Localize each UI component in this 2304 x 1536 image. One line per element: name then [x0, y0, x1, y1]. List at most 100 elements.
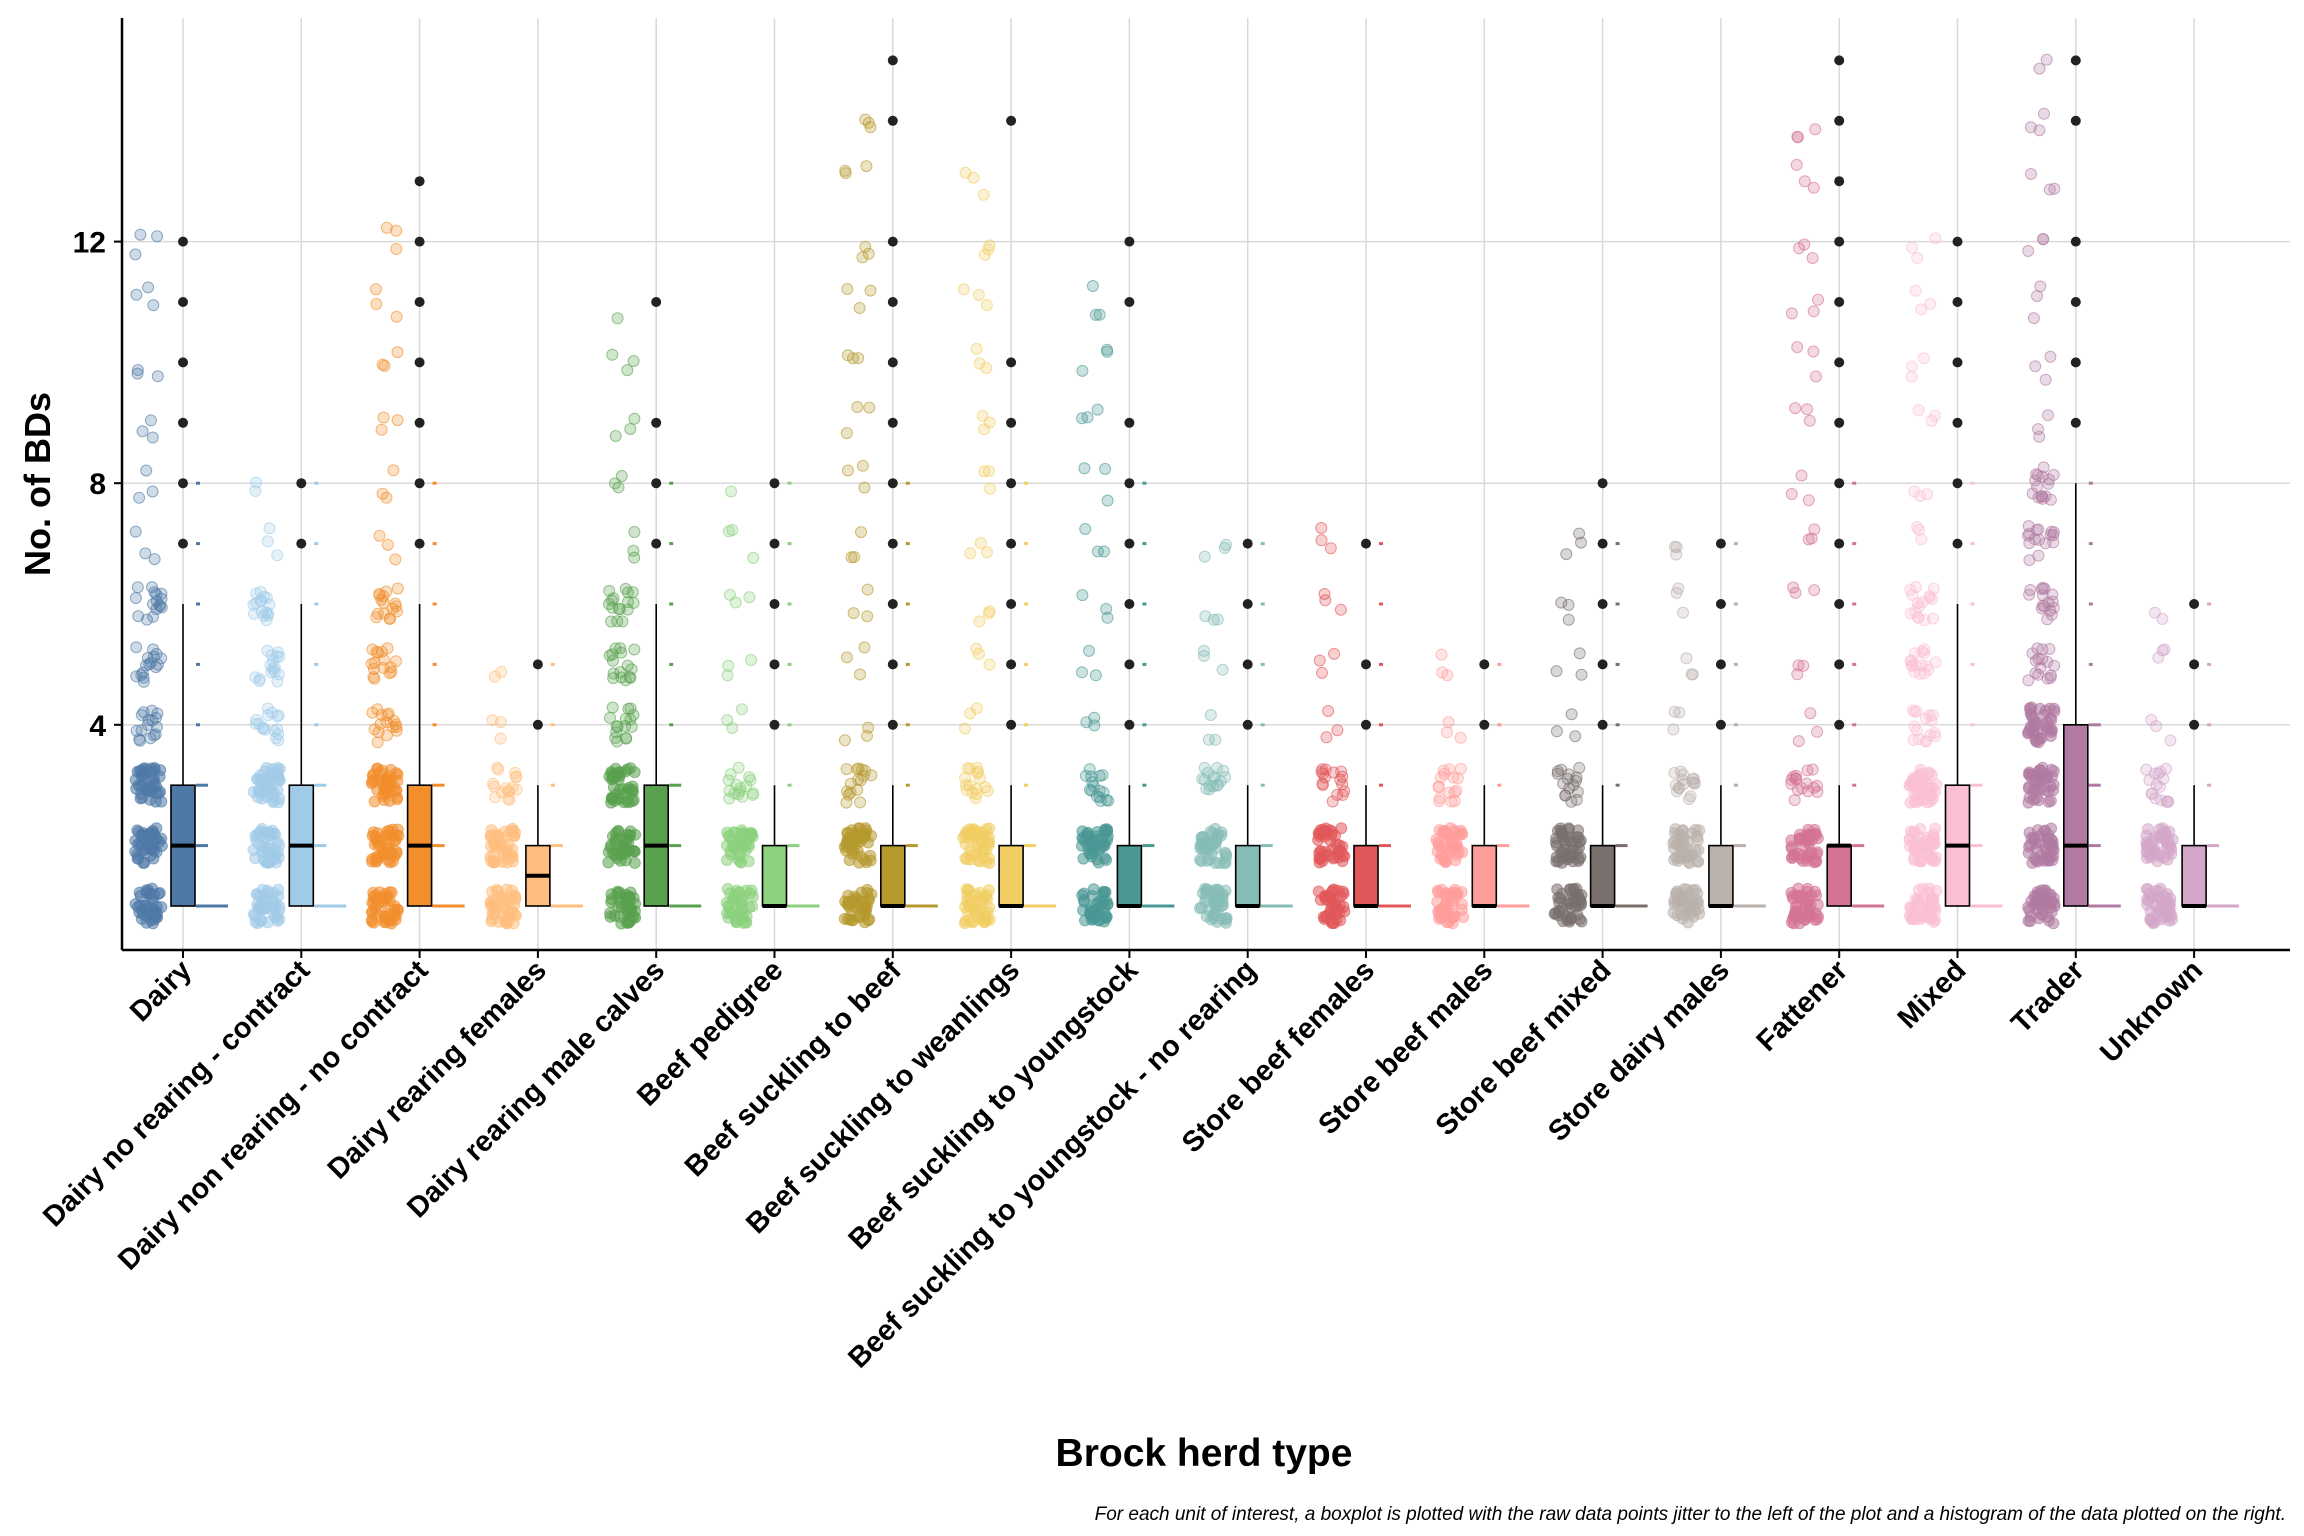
histogram-bar [432, 481, 437, 485]
jitter-point [2145, 787, 2158, 800]
jitter-point [862, 247, 875, 260]
histogram-bar [1852, 602, 1857, 606]
histogram-bar [1615, 723, 1620, 727]
jitter-point [389, 553, 402, 566]
jitter-point [390, 310, 403, 323]
outlier-point [178, 236, 188, 247]
histogram-bar [2088, 602, 2093, 606]
jitter-point [253, 675, 266, 687]
jitter-point [134, 228, 147, 241]
jitter-point [736, 892, 749, 905]
jitter-group [720, 485, 760, 929]
histogram-bar [1497, 723, 1502, 727]
histogram-bar [1852, 662, 1857, 666]
jitter-point [982, 607, 995, 620]
jitter-point [863, 401, 876, 414]
box-iqr [1708, 844, 1734, 907]
jitter-point [377, 590, 390, 603]
box-iqr [1234, 844, 1261, 907]
outlier-point [414, 538, 425, 549]
jitter-point [725, 485, 738, 498]
jitter-point [1316, 763, 1329, 776]
jitter-point [973, 357, 986, 370]
jitter-point [255, 594, 268, 607]
jitter-point [2045, 669, 2057, 682]
jitter-point [747, 551, 760, 564]
jitter-point [1808, 584, 1821, 597]
jitter-point [619, 582, 632, 595]
jitter-point [149, 832, 162, 845]
histogram-bar [1497, 844, 1510, 848]
jitter-point [611, 735, 624, 748]
outlier-point [1242, 599, 1253, 609]
outlier-point [1834, 417, 1845, 428]
jitter-points [129, 53, 2179, 930]
histogram-bar [314, 542, 319, 546]
jitter-point [1918, 614, 1931, 627]
outlier-point [1242, 538, 1253, 549]
jitter-point [732, 761, 745, 774]
jitter-point [841, 464, 854, 477]
histogram-bar [669, 723, 674, 727]
histogram-bar [2088, 662, 2093, 666]
outlier-point [1597, 538, 1608, 549]
box-iqr [879, 844, 906, 907]
jitter-point [2042, 409, 2054, 422]
jitter-point [2028, 720, 2041, 732]
jitter-point [1906, 241, 1918, 254]
jitter-point [1808, 523, 1821, 536]
histogram-bar [1970, 904, 2003, 908]
jitter-point [2038, 107, 2050, 120]
jitter-point [1333, 839, 1346, 852]
jitter-point [1099, 462, 1112, 475]
jitter-point [1801, 764, 1814, 777]
jitter-point [1809, 370, 1822, 383]
jitter-point [722, 659, 735, 672]
jitter-point [1328, 647, 1341, 660]
histogram-bar [2207, 723, 2212, 727]
jitter-point [498, 825, 511, 838]
jitter-point [265, 649, 278, 662]
jitter-point [377, 596, 390, 609]
jitter-point [132, 838, 145, 851]
jitter-point [134, 792, 147, 805]
x-tick-label: Beef suckling to beef [679, 954, 908, 1183]
outlier-point [532, 659, 543, 670]
jitter-point [980, 299, 993, 312]
jitter-point [970, 342, 983, 355]
jitter-point [375, 423, 388, 436]
jitter-point [131, 364, 144, 376]
jitter-point [1559, 789, 1572, 802]
jitter-point [1320, 846, 1332, 858]
jitter-point [628, 412, 641, 425]
jitter-point [609, 642, 622, 655]
jitter-point [499, 782, 512, 795]
jitter-point [1574, 899, 1587, 912]
histogram-bar [1142, 844, 1155, 848]
jitter-point [861, 729, 873, 742]
jitter-point [1096, 769, 1109, 782]
histogram [2088, 481, 2121, 908]
jitter-point [1912, 404, 1925, 417]
jitter-point [841, 283, 854, 295]
outlier-point [1242, 719, 1253, 730]
jitter-point [613, 770, 626, 782]
jitter-point [1198, 761, 1211, 774]
jitter-point [2156, 612, 2169, 625]
histogram-bar [1970, 481, 1975, 485]
jitter-point [858, 830, 871, 843]
jitter-group [365, 221, 405, 930]
jitter-point [1432, 905, 1445, 918]
histogram-bar [1733, 783, 1738, 787]
jitter-point [273, 774, 286, 787]
outlier-point [1834, 55, 1845, 66]
jitter-point [1683, 793, 1695, 805]
jitter-point [1912, 733, 1925, 745]
jitter-point [1911, 251, 1924, 264]
jitter-point [858, 641, 871, 654]
jitter-point [2163, 825, 2176, 838]
jitter-point [154, 600, 166, 613]
jitter-point [1910, 771, 1923, 784]
outlier-point [1597, 659, 1608, 670]
jitter-point [1089, 669, 1102, 682]
